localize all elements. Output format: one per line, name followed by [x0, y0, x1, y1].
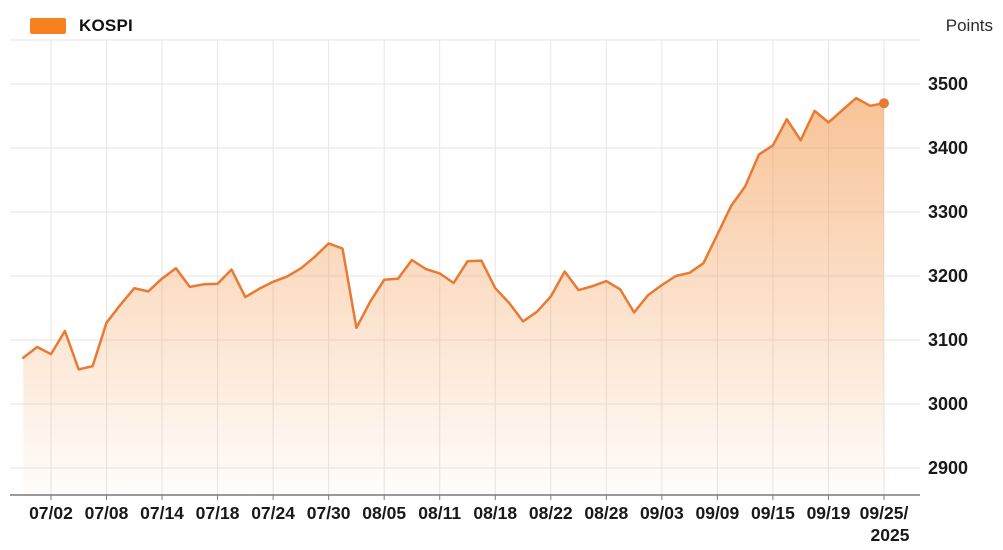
y-tick-label: 3100 [928, 330, 968, 350]
x-tick-label: 08/11 [418, 503, 461, 523]
x-tick-label: 07/24 [251, 503, 295, 523]
x-tick-label: 08/05 [362, 503, 406, 523]
x-tick-label: 07/02 [29, 503, 73, 523]
x-tick-label: 09/15 [751, 503, 795, 523]
legend-label: KOSPI [79, 16, 133, 35]
y-tick-label: 2900 [928, 458, 968, 478]
x-tick-label: 07/18 [196, 503, 240, 523]
x-tick-label: 09/09 [695, 503, 739, 523]
x-tick-label: 08/28 [584, 503, 628, 523]
y-axis-title: Points [945, 16, 993, 35]
x-tick-label: 09/25/2025 [860, 503, 910, 545]
x-tick-label: 07/08 [85, 503, 129, 523]
x-tick-label: 09/19 [807, 503, 851, 523]
x-tick-label: 08/22 [529, 503, 573, 523]
legend-swatch-kospi [30, 18, 66, 34]
y-tick-label: 3500 [928, 74, 968, 94]
last-point-marker [879, 98, 889, 109]
x-tick-label: 07/14 [140, 503, 184, 523]
y-tick-label: 3300 [928, 202, 968, 222]
kospi-line [21, 96, 886, 371]
x-tick-label: 08/18 [473, 503, 517, 523]
legend: KOSPI [30, 16, 133, 36]
y-tick-label: 3200 [928, 266, 968, 286]
x-tick-label: 09/03 [640, 503, 684, 523]
kospi-area [23, 98, 884, 495]
x-tick-label: 07/30 [307, 503, 351, 523]
y-tick-label: 3000 [928, 394, 968, 414]
y-tick-label: 3400 [928, 138, 968, 158]
